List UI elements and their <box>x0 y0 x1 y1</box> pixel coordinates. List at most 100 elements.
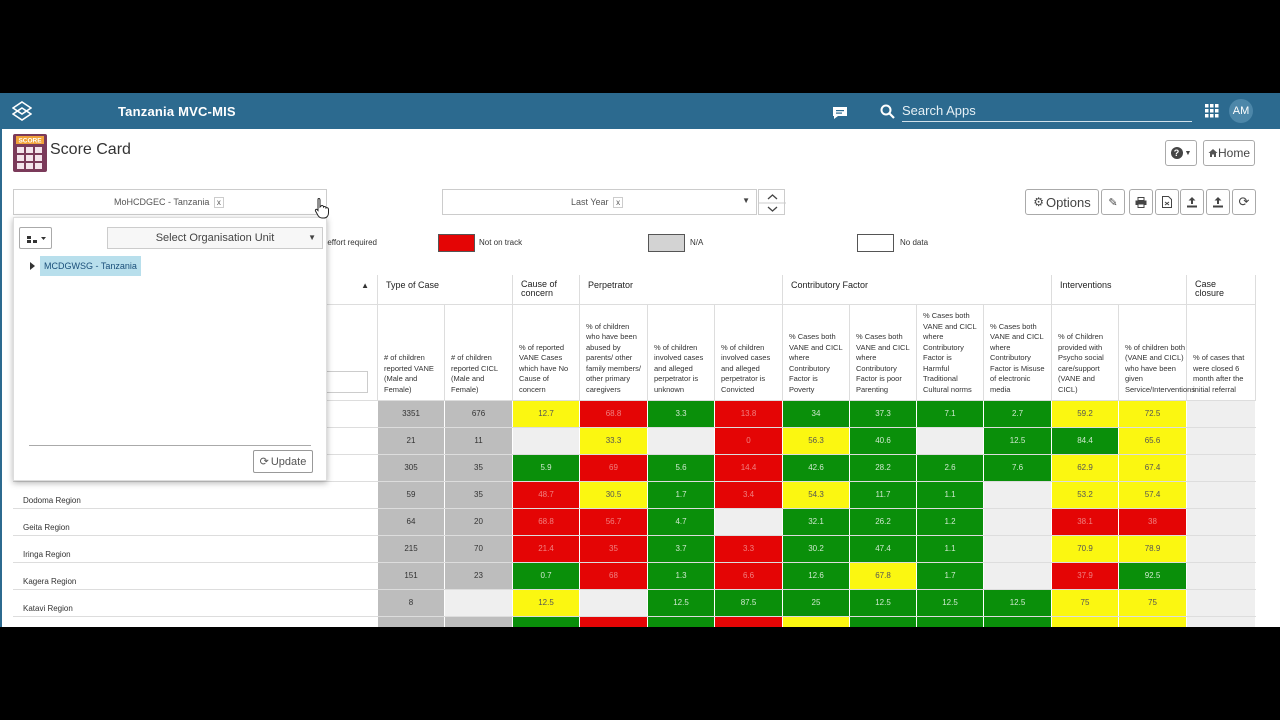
organisation-unit-select[interactable]: MoHCDGEC - Tanzania x <box>13 189 327 215</box>
help-button[interactable]: ? ▼ <box>1165 140 1197 166</box>
column-header-13[interactable]: % of cases that were closed 6 month afte… <box>1187 305 1256 401</box>
row-org-unit-name[interactable]: Geita Region <box>23 523 70 532</box>
remove-org-chip-button[interactable]: x <box>213 197 224 208</box>
table-cell: 37.3 <box>850 401 917 427</box>
select-organisation-unit-dropdown[interactable]: Select Organisation Unit ▼ <box>107 227 323 249</box>
row-org-unit-name[interactable]: Iringa Region <box>23 550 71 559</box>
table-cell: 23 <box>445 563 513 589</box>
column-header-5[interactable]: % of children involved cases and alleged… <box>648 305 715 401</box>
apps-grid-icon[interactable] <box>1205 104 1219 118</box>
column-header-11[interactable]: % of Children provided with Psycho socia… <box>1052 305 1119 401</box>
column-header-2[interactable]: # of children reported CICL (Male and Fe… <box>445 305 513 401</box>
table-row[interactable]: 21 11 33.3 0 56.3 40.6 12.5 84.4 65.6 <box>13 428 1256 455</box>
table-cell: 75 <box>1119 590 1187 616</box>
column-header-label: % of cases that were closed 6 month afte… <box>1193 353 1245 394</box>
table-cell <box>580 590 648 616</box>
column-header-label: # of children reported CICL (Male and Fe… <box>451 353 498 394</box>
column-header-label: % Cases both VANE and CICL where Contrib… <box>789 332 843 394</box>
table-cell: 53.2 <box>1052 482 1119 508</box>
table-cell <box>1187 536 1256 562</box>
table-row[interactable]: 3351 676 12.7 68.8 3.3 13.8 34 37.3 7.1 2.7 59.2 72… <box>13 401 1256 428</box>
table-cell <box>715 617 783 627</box>
period-stepper[interactable] <box>758 189 786 216</box>
legend-swatch-na <box>648 234 685 252</box>
expand-arrow-icon[interactable] <box>30 262 35 270</box>
table-cell <box>984 563 1052 589</box>
table-row[interactable]: Iringa Region 215 70 21.4 35 3.7 3.3 30.2 47.4 1.… <box>13 536 1256 563</box>
home-icon <box>1208 149 1218 157</box>
period-stepper-arrows-icon[interactable] <box>759 190 786 216</box>
table-cell: 56.7 <box>580 509 648 535</box>
edit-button[interactable]: ✎ <box>1101 189 1125 215</box>
table-cell: 78.9 <box>1119 536 1187 562</box>
table-cell: 37.9 <box>1052 563 1119 589</box>
table-row[interactable]: Kagera Region 151 23 0.7 68 1.3 6.6 12.6 67.8 1.7… <box>13 563 1256 590</box>
row-org-unit-name[interactable]: Dodoma Region <box>23 496 81 505</box>
column-header-4[interactable]: % of children who have been abused by pa… <box>580 305 648 401</box>
column-header-8[interactable]: % Cases both VANE and CICL where Contrib… <box>850 305 917 401</box>
column-header-label: % of children who have been abused by pa… <box>586 321 642 394</box>
user-avatar[interactable]: AM <box>1229 99 1253 123</box>
table-row[interactable]: Geita Region 64 20 68.8 56.7 4.7 32.1 26.2 1.2 38… <box>13 509 1256 536</box>
top-navigation-bar: Tanzania MVC-MIS AM <box>2 93 1280 129</box>
export-file-button[interactable] <box>1155 189 1179 215</box>
table-cell <box>1187 590 1256 616</box>
table-row[interactable]: Dodoma Region 59 35 48.7 30.5 1.7 3.4 54.3 11.7 1… <box>13 482 1256 509</box>
table-cell: 3.7 <box>648 536 715 562</box>
table-cell: 1.7 <box>917 563 984 589</box>
column-header-label: % Cases both VANE and CICL where Contrib… <box>856 332 910 394</box>
table-cell <box>1187 563 1256 589</box>
row-org-unit-name[interactable]: Kagera Region <box>23 577 77 586</box>
column-header-3[interactable]: % of reported VANE Cases which have No C… <box>513 305 580 401</box>
period-select[interactable]: Last Year x ▼ <box>442 189 757 215</box>
column-header-12[interactable]: % of children both (VANE and CICL) who h… <box>1119 305 1195 401</box>
table-cell: 11 <box>445 428 513 454</box>
column-header-label: % of Children provided with Psycho socia… <box>1058 332 1104 394</box>
table-cell <box>1119 617 1187 627</box>
column-header-1[interactable]: # of children reported VANE (Male and Fe… <box>378 305 445 401</box>
column-header-6[interactable]: % of children involved cases and alleged… <box>715 305 783 401</box>
table-cell: 13.8 <box>715 401 783 427</box>
table-cell <box>850 617 917 627</box>
table-cell <box>1187 482 1256 508</box>
upload-button[interactable] <box>1180 189 1204 215</box>
print-button[interactable] <box>1129 189 1153 215</box>
table-cell: 7.6 <box>984 455 1052 481</box>
table-cell: 59 <box>378 482 445 508</box>
table-cell: 3351 <box>378 401 445 427</box>
refresh-icon: ⟳ <box>1238 194 1250 209</box>
options-button[interactable]: ⚙ Options <box>1025 189 1099 215</box>
search-apps-input[interactable] <box>902 100 1192 122</box>
update-button[interactable]: ⟳ Update <box>253 450 313 473</box>
table-row[interactable]: 305 35 5.9 69 5.6 14.4 42.6 28.2 2.6 7.6 62.9 67.4 <box>13 455 1256 482</box>
org-tree-node[interactable]: MCDGWSG - Tanzania <box>40 256 141 276</box>
table-cell: 28.2 <box>850 455 917 481</box>
tree-options-button[interactable] <box>19 227 52 249</box>
home-button[interactable]: Home <box>1203 140 1255 166</box>
sort-icon[interactable]: ▲ <box>361 281 369 290</box>
table-cell: 7.1 <box>917 401 984 427</box>
remove-period-chip-button[interactable]: x <box>613 197 624 208</box>
table-cell <box>783 617 850 627</box>
column-header-7[interactable]: % Cases both VANE and CICL where Contrib… <box>783 305 850 401</box>
row-org-unit-name[interactable]: Katavi Region <box>23 604 73 613</box>
table-cell: 35 <box>445 455 513 481</box>
tree-icon <box>27 236 46 243</box>
refresh-icon: ⟳ <box>259 456 269 468</box>
table-row[interactable]: Katavi Region 8 12.5 12.5 87.5 25 12.5 12.5 12.5… <box>13 590 1256 617</box>
legend-label-effort-required: re effort required <box>318 238 377 247</box>
dhis-logo-icon[interactable] <box>12 101 32 121</box>
gear-icon: ⚙ <box>1033 195 1044 209</box>
update-button-label: Update <box>270 455 307 468</box>
table-cell <box>1187 401 1256 427</box>
app-title: Tanzania MVC-MIS <box>118 104 236 119</box>
table-cell: 1.7 <box>648 482 715 508</box>
column-header-10[interactable]: % Cases both VANE and CICL where Contrib… <box>984 305 1052 401</box>
period-dropdown-caret-icon[interactable]: ▼ <box>742 196 750 205</box>
table-row[interactable] <box>13 617 1256 627</box>
column-header-9[interactable]: % Cases both VANE and CICL where Contrib… <box>917 305 984 401</box>
messages-icon[interactable] <box>832 106 848 120</box>
table-cell: 40.6 <box>850 428 917 454</box>
download-button[interactable] <box>1206 189 1230 215</box>
refresh-button[interactable]: ⟳ <box>1232 189 1256 215</box>
